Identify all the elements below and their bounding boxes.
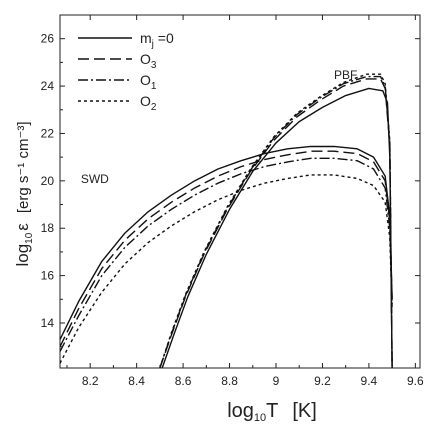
x-tick-label: 8.4: [128, 374, 145, 388]
legend-label: mj =0: [140, 30, 174, 50]
x-axis-ticks: 8.2 8.4 8.6 8.8 9 9.2 9.4 9.6: [66, 15, 424, 388]
x-tick-label: 8.6: [175, 374, 192, 388]
x-tick-label: 8.8: [221, 374, 238, 388]
plot-frame: [59, 14, 421, 369]
series-layer: [60, 73, 393, 368]
annotations: PBF SWD: [81, 68, 358, 186]
x-tick-label: 9.4: [361, 374, 378, 388]
series-line-pbf-short-dash: [159, 73, 393, 368]
y-tick-label: 16: [41, 269, 55, 283]
series-line-swd-dash-dot: [60, 157, 393, 352]
series-line-pbf-solid: [161, 87, 393, 368]
x-tick-label: 9.6: [407, 374, 424, 388]
series-line-swd-solid: [60, 145, 393, 340]
legend-label: O2: [140, 93, 157, 113]
y-axis-ticks: 14 16 18 20 22 24 26: [41, 14, 420, 348]
legend-label: O1: [140, 72, 157, 92]
annotation-swd: SWD: [81, 172, 109, 186]
y-tick-label: 24: [41, 79, 55, 93]
annotation-pbf: PBF: [334, 68, 357, 82]
y-tick-label: 26: [41, 32, 55, 46]
x-tick-label: 9.2: [314, 374, 331, 388]
y-tick-label: 20: [41, 174, 55, 188]
y-tick-label: 14: [41, 316, 55, 330]
x-tick-label: 9: [273, 374, 280, 388]
series-line-swd-short-dash: [60, 174, 393, 364]
series-line-pbf-dash-dot: [159, 75, 393, 368]
y-tick-label: 22: [41, 126, 55, 140]
y-tick-label: 18: [41, 221, 55, 235]
chart-plot-area: [59, 14, 421, 369]
x-tick-label: 8.2: [82, 374, 99, 388]
series-line-pbf-long-dash: [159, 78, 393, 368]
y-axis-label: log10ε[erg s⁻¹ cm⁻³]: [13, 121, 35, 266]
x-axis-label: log10T [K]: [227, 400, 317, 424]
series-line-swd-long-dash: [60, 150, 393, 347]
legend-label: O3: [140, 51, 157, 71]
